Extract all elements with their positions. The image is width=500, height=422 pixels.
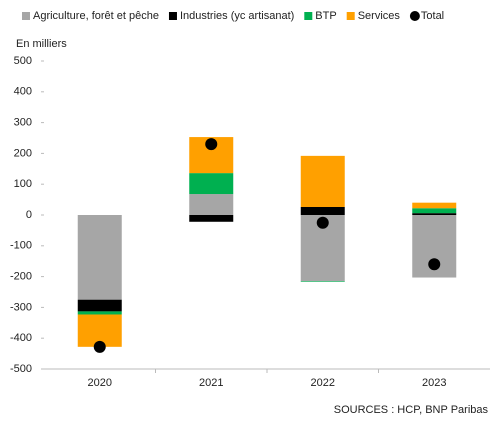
y-tick-label: -300: [10, 301, 32, 313]
bar-segment: [77, 299, 122, 312]
x-tick-label: 2020: [88, 377, 112, 389]
x-tick-label: 2021: [199, 377, 223, 389]
legend-label: BTP: [315, 10, 336, 22]
legend-marker: [22, 12, 30, 20]
y-tick-label: -500: [10, 363, 32, 375]
x-tick-label: 2023: [422, 377, 446, 389]
bar-segment: [189, 173, 234, 195]
y-tick-label: 0: [26, 209, 32, 221]
total-dot: [316, 216, 329, 229]
y-tick-label: 400: [14, 86, 32, 98]
bar-segment: [412, 208, 457, 214]
bar-segment: [412, 213, 457, 215]
y-tick-label: -200: [10, 271, 32, 283]
total-dot: [93, 340, 106, 353]
x-tick-label: 2022: [311, 377, 335, 389]
y-tick-label: 500: [14, 55, 32, 67]
bar-segment: [77, 215, 122, 300]
y-tick-label: -100: [10, 240, 32, 252]
source: SOURCES : HCP, BNP Paribas: [334, 404, 489, 416]
legend-marker: [168, 12, 177, 20]
legend-label: Services: [358, 10, 401, 22]
total-dot: [205, 138, 218, 151]
bar-segment: [189, 215, 234, 222]
y-tick-label: 300: [14, 117, 32, 129]
bar-segment: [77, 311, 122, 315]
bar-segment: [412, 202, 457, 209]
bar-segment: [300, 206, 345, 215]
legend-label: Total: [421, 10, 444, 22]
total-dot: [428, 258, 441, 271]
y-tick-label: 100: [14, 178, 32, 190]
legend-label: Industries (yc artisanat): [180, 10, 294, 22]
legend-marker: [304, 12, 313, 20]
bar-segment: [300, 281, 345, 282]
y-tick-label: 200: [14, 147, 32, 159]
bar-segment: [300, 155, 345, 207]
legend-marker: [409, 11, 420, 21]
y-tick-label: -400: [10, 332, 32, 344]
legend-label: Agriculture, forêt et pêche: [33, 10, 159, 22]
legend-marker: [346, 12, 355, 20]
bar-segment: [189, 194, 234, 215]
y-axis-label: En milliers: [16, 38, 67, 50]
